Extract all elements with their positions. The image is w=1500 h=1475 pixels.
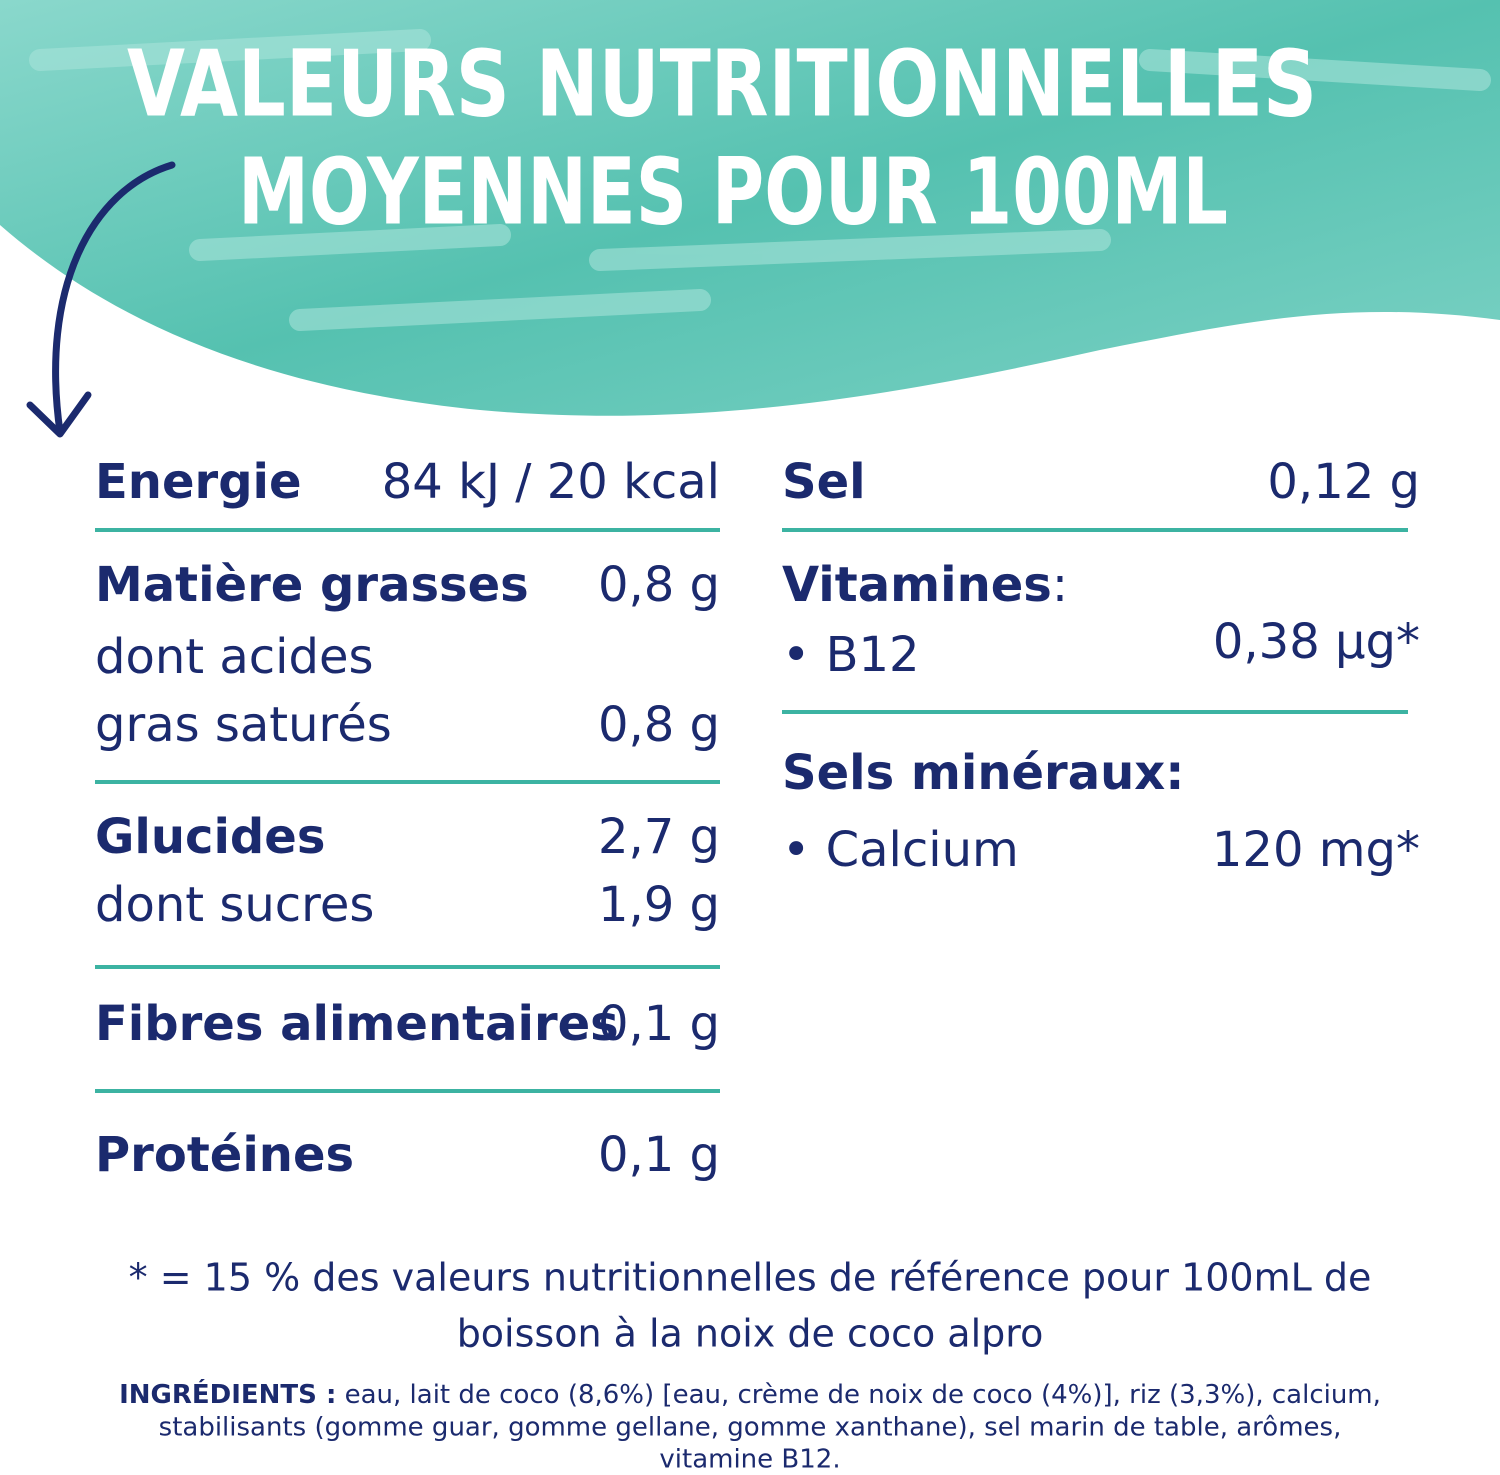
label-text: dont acides [95, 629, 373, 685]
label-text: • Calcium [782, 822, 1019, 878]
footnote: * = 15 % des valeurs nutritionnelles de … [129, 1256, 1372, 1300]
row-label: • B12 [782, 627, 920, 683]
title-line: VALEURS NUTRITIONNELLES [127, 30, 1317, 137]
row-label: dont sucres [95, 877, 374, 933]
row-value: 0,1 g [598, 996, 720, 1052]
row-value: 1,9 g [598, 877, 720, 933]
footnote: boisson à la noix de coco alpro [457, 1312, 1044, 1356]
label-text: Vitamines [782, 557, 1052, 613]
label-text: • B12 [782, 627, 920, 683]
row-label: • Calcium [782, 822, 1019, 878]
row-label: Vitamines: [782, 557, 1068, 613]
row-value: 0,8 g [598, 697, 720, 753]
ingredients-text: eau, lait de coco (8,6%) [eau, crème de … [345, 1380, 1381, 1410]
row-value: 0,1 g [598, 1127, 720, 1183]
label-text: dont sucres [95, 877, 374, 933]
label-text: Matière grasses [95, 557, 529, 613]
row-label: Glucides [95, 809, 325, 865]
title-line: MOYENNES POUR 100ML [238, 138, 1228, 245]
row-label: Sels minéraux: [782, 745, 1184, 801]
row-label: gras saturés [95, 697, 392, 753]
ingredients-line: stabilisants (gomme guar, gomme gellane,… [159, 1413, 1342, 1443]
row-value: 0,12 g [1267, 454, 1420, 510]
row-label: Energie [95, 454, 302, 510]
row-value: 2,7 g [598, 809, 720, 865]
label-suffix: : [1052, 557, 1068, 613]
brush-strokes [29, 29, 1491, 331]
label-text: Sel [782, 454, 866, 510]
row-label: Sel [782, 454, 866, 510]
arrow [26, 161, 176, 438]
row-label: Fibres alimentaires [95, 996, 619, 1052]
ingredients-line: INGRÉDIENTS : eau, lait de coco (8,6%) [… [119, 1378, 1381, 1410]
label-text: Energie [95, 454, 302, 510]
row-value: 0,8 g [598, 557, 720, 613]
ingredients-label: INGRÉDIENTS : [119, 1378, 336, 1410]
row-label: Protéines [95, 1127, 354, 1183]
row-label: Matière grasses [95, 557, 529, 613]
ingredients-line: vitamine B12. [659, 1445, 840, 1475]
label-text: gras saturés [95, 697, 392, 753]
label-text: Fibres alimentaires [95, 996, 619, 1052]
row-value: 120 mg* [1212, 822, 1420, 878]
label-text: Glucides [95, 809, 325, 865]
label-text: Protéines [95, 1127, 354, 1183]
row-value: 0,38 µg* [1213, 614, 1420, 670]
row-label: dont acides [95, 629, 373, 685]
row-value: 84 kJ / 20 kcal [382, 454, 720, 510]
label-text: Sels minéraux: [782, 745, 1184, 801]
